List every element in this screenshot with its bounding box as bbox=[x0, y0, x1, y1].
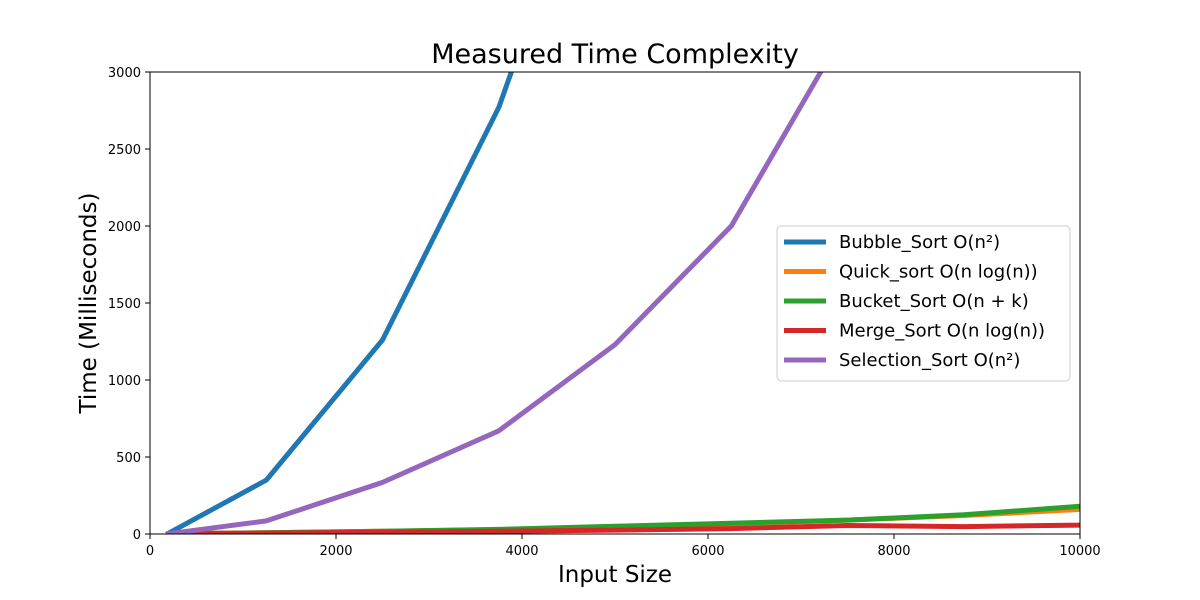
x-tick-label: 4000 bbox=[505, 544, 538, 559]
legend: Bubble_Sort O(n²) Quick_sort O(n log(n)) B… bbox=[776, 225, 1071, 382]
y-axis-title: Time (Milliseconds) bbox=[76, 193, 102, 415]
y-tick-label: 1500 bbox=[108, 297, 141, 312]
chart-title: Measured Time Complexity bbox=[431, 39, 799, 70]
x-tick-label: 0 bbox=[146, 544, 154, 559]
legend-label: Bubble_Sort O(n²) bbox=[839, 232, 1000, 253]
series-line-4 bbox=[166, 522, 1080, 534]
y-tick-label: 0 bbox=[133, 528, 141, 543]
series-line-1 bbox=[165, 72, 514, 534]
x-tick-label: 6000 bbox=[691, 544, 724, 559]
x-tick-label: 10000 bbox=[1059, 544, 1100, 559]
legend-label: Merge_Sort O(n log(n)) bbox=[839, 321, 1045, 342]
x-tick-label: 8000 bbox=[877, 544, 910, 559]
y-tick-label: 2500 bbox=[108, 143, 141, 158]
y-tick-label: 3000 bbox=[108, 66, 141, 81]
legend-label: Quick_sort O(n log(n)) bbox=[839, 262, 1038, 283]
y-tick-label: 500 bbox=[116, 451, 141, 466]
x-axis-title: Input Size bbox=[558, 562, 672, 588]
y-tick-label: 1000 bbox=[108, 374, 141, 389]
x-axis: 0 2000 4000 6000 8000 10000 bbox=[146, 534, 1101, 559]
legend-box bbox=[776, 225, 1071, 382]
y-tick-label: 2000 bbox=[108, 220, 141, 235]
series-layer bbox=[165, 72, 1080, 534]
legend-label: Selection_Sort O(n²) bbox=[839, 350, 1020, 371]
x-tick-label: 2000 bbox=[319, 544, 352, 559]
legend-label: Bucket_Sort O(n + k) bbox=[839, 291, 1029, 312]
series-line-5 bbox=[165, 72, 824, 534]
y-axis: 0 500 1000 1500 2000 2500 3000 bbox=[108, 66, 150, 543]
